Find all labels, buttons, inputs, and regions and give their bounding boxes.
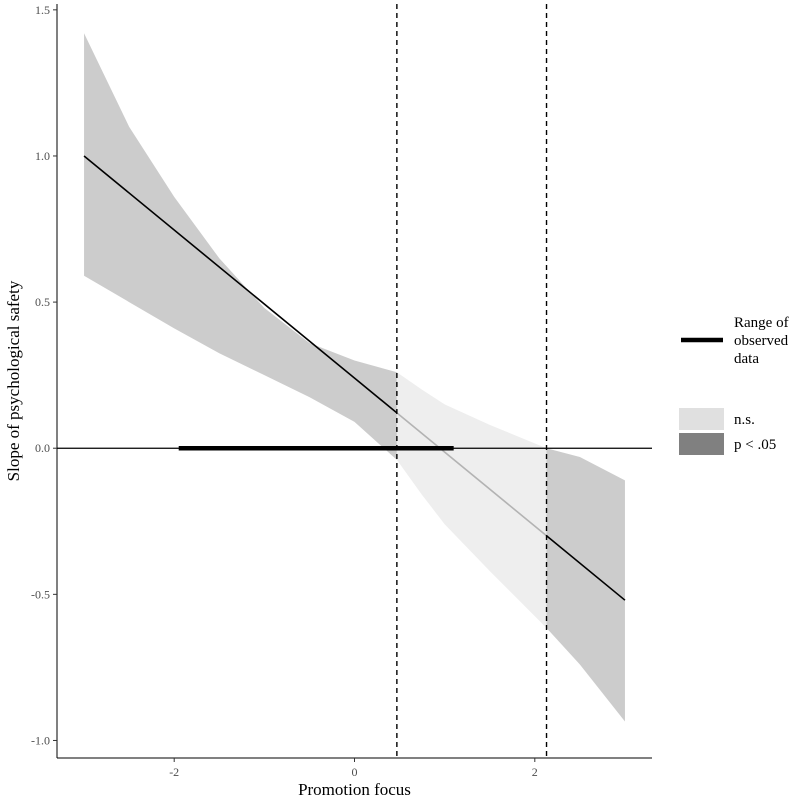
confidence-band-region-1: [84, 33, 397, 460]
legend-sig-label: p < .05: [734, 437, 776, 453]
y-tick-label: 0.0: [35, 441, 50, 455]
y-tick-label: -1.0: [31, 733, 50, 747]
legend-ns-label: n.s.: [734, 412, 755, 428]
y-tick-label: -0.5: [31, 587, 50, 601]
confidence-band-region-2: [396, 372, 547, 628]
y-axis-title: Slope of psychological safety: [4, 280, 23, 481]
legend: Range of observed data n.s. p < .05: [679, 315, 789, 455]
y-tick-label: 1.5: [35, 3, 50, 17]
slope-line-segment-3: [546, 535, 626, 601]
plot-area: [57, 4, 652, 758]
axes: -1.0 -0.5 0.0 0.5 1.0 1.5 -2 0 2 Promotion focus S…: [4, 3, 652, 799]
legend-range-label: data: [734, 351, 759, 367]
legend-ns-swatch: [679, 408, 724, 430]
x-axis-title: Promotion focus: [298, 780, 411, 799]
y-tick-label: 0.5: [35, 295, 50, 309]
legend-range-label: observed: [734, 333, 789, 349]
legend-sig-swatch: [679, 433, 724, 455]
slope-line-segment-2: [396, 412, 548, 537]
x-tick-label: 2: [532, 765, 538, 779]
confidence-band-region-3: [546, 448, 625, 722]
x-tick-label: -2: [169, 765, 179, 779]
x-tick-label: 0: [352, 765, 358, 779]
legend-range-label: Range of: [734, 315, 789, 331]
y-tick-label: 1.0: [35, 149, 50, 163]
slope-line-segment-1: [83, 155, 398, 414]
